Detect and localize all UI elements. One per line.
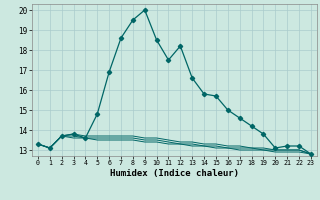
X-axis label: Humidex (Indice chaleur): Humidex (Indice chaleur) (110, 169, 239, 178)
